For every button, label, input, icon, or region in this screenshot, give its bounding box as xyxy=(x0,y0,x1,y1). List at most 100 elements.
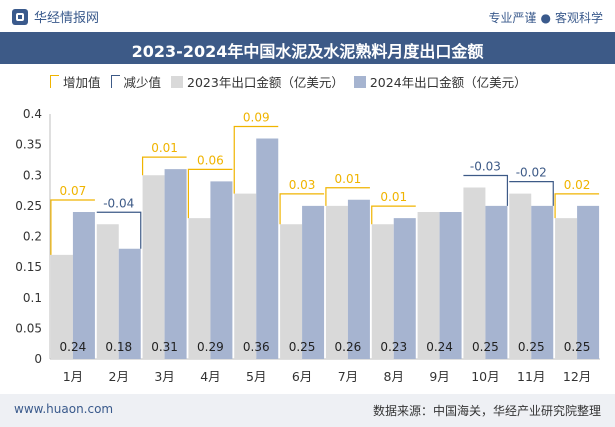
brand[interactable]: 华经情报网 xyxy=(12,7,99,26)
change-label: -0.03 xyxy=(470,160,501,174)
bar-2023 xyxy=(463,187,486,359)
brand-name: 华经情报网 xyxy=(34,11,100,26)
increase-bracket xyxy=(187,168,233,219)
bar-2023 xyxy=(417,212,440,359)
x-tick-label: 9月 xyxy=(429,369,449,384)
y-tick-label: 0 xyxy=(34,352,42,366)
series-2023-swatch-icon xyxy=(171,75,184,88)
change-label: -0.02 xyxy=(516,166,547,180)
data-label-2024: 0.26 xyxy=(335,340,362,354)
increase-bracket xyxy=(50,199,95,255)
bar-2023 xyxy=(50,254,73,359)
x-tick-label: 1月 xyxy=(63,369,83,384)
legend-label-increase: 增加值 xyxy=(63,75,101,90)
x-tick-label: 11月 xyxy=(517,369,545,384)
slogan: 专业严谨 ● 客观科学 xyxy=(488,9,603,26)
x-tick-label: 2月 xyxy=(109,369,129,384)
bar-2023 xyxy=(371,224,394,359)
legend-label-decrease: 减少值 xyxy=(123,75,162,90)
x-tick-label: 4月 xyxy=(200,369,220,384)
x-tick-label: 6月 xyxy=(292,369,312,384)
change-label: 0.02 xyxy=(564,178,591,192)
chart-title: 2023-2024年中国水泥及水泥熟料月度出口金额 xyxy=(131,42,484,61)
title-bar: 2023-2024年中国水泥及水泥熟料月度出口金额 xyxy=(0,32,615,64)
legend-item-increase: 增加值 xyxy=(50,72,101,91)
data-label-2024: 0.25 xyxy=(289,340,316,354)
slogan-dot-icon: ● xyxy=(540,11,551,25)
bar-2023 xyxy=(234,193,257,359)
data-label-2024: 0.23 xyxy=(380,340,407,354)
bar-2024 xyxy=(485,205,508,359)
bar-2024 xyxy=(393,218,416,359)
data-label-2024: 0.29 xyxy=(197,340,224,354)
top-bar: 华经情报网 专业严谨 ● 客观科学 xyxy=(0,0,615,32)
change-label: 0.01 xyxy=(335,172,362,186)
x-tick-label: 5月 xyxy=(246,369,266,384)
bar-2023 xyxy=(555,218,578,359)
x-tick-label: 3月 xyxy=(154,369,174,384)
x-tick-label: 12月 xyxy=(563,369,591,384)
legend-item-2024: 2024年出口金额（亿美元） xyxy=(353,72,527,91)
data-label-2024: 0.18 xyxy=(105,340,132,354)
increase-bracket xyxy=(554,193,600,219)
legend-item-2023: 2023年出口金额（亿美元） xyxy=(171,72,344,91)
y-tick-label: 0.1 xyxy=(23,291,42,305)
data-label-2024: 0.36 xyxy=(243,340,270,354)
x-tick-label: 7月 xyxy=(338,369,358,384)
bar-2023 xyxy=(142,175,165,359)
bar-2024 xyxy=(577,205,600,359)
y-tick-label: 0.35 xyxy=(15,138,42,152)
footer: www.huaon.com 数据来源：中国海关，华经产业研究院整理 xyxy=(0,394,615,427)
data-label-2024: 0.24 xyxy=(426,340,453,354)
slogan-right: 客观科学 xyxy=(554,11,603,25)
bar-chart: 0 0.05 0.1 0.15 0.2 0.25 0.3 0.35 0.4 0.24 0.07 1月 0… xyxy=(15,107,600,384)
footer-url-link[interactable]: www.huaon.com xyxy=(14,402,114,416)
bar-2024 xyxy=(302,205,325,359)
y-tick-label: 0.2 xyxy=(23,230,42,244)
data-label-2024: 0.25 xyxy=(472,340,499,354)
bar-2024 xyxy=(531,205,554,359)
increase-bracket xyxy=(371,205,416,225)
x-tick-label: 8月 xyxy=(384,369,404,384)
bar-2024 xyxy=(72,212,95,359)
decrease-bracket xyxy=(463,174,509,206)
y-tick-label: 0.25 xyxy=(15,199,42,213)
y-tick-label: 0.3 xyxy=(23,168,42,182)
change-label: 0.01 xyxy=(380,190,407,204)
legend-label-2024: 2024年出口金额（亿美元） xyxy=(369,75,527,90)
bar-2023 xyxy=(509,193,532,359)
bar-2023 xyxy=(325,205,348,359)
chart-legend: 增加值 减少值 2023年出口金额（亿美元） 2024年出口金额（亿美元） xyxy=(50,72,537,91)
data-source: 数据来源：中国海关，华经产业研究院整理 xyxy=(372,404,601,418)
increase-bracket xyxy=(233,125,279,194)
y-tick-label: 0.15 xyxy=(15,260,42,274)
data-label-2024: 0.25 xyxy=(564,340,591,354)
decrease-bracket xyxy=(96,211,142,249)
brand-logo-icon xyxy=(12,8,28,25)
change-label: 0.03 xyxy=(289,178,316,192)
decrease-swatch-icon xyxy=(110,75,120,88)
bar-2024 xyxy=(256,138,279,359)
data-label-2024: 0.24 xyxy=(60,340,87,354)
y-tick-label: 0.4 xyxy=(23,107,42,121)
increase-bracket xyxy=(141,156,187,176)
legend-label-2023: 2023年出口金额（亿美元） xyxy=(187,75,344,90)
bar-2024 xyxy=(347,199,370,359)
x-tick-label: 10月 xyxy=(471,369,499,384)
series-2024-swatch-icon xyxy=(353,75,366,88)
change-label: 0.07 xyxy=(60,184,87,198)
bar-2023 xyxy=(188,218,211,359)
bar-2024 xyxy=(439,212,462,359)
bar-2024 xyxy=(118,248,141,359)
slogan-left: 专业严谨 xyxy=(488,11,537,25)
change-label: 0.06 xyxy=(197,153,224,167)
y-tick-label: 0.05 xyxy=(15,321,42,335)
change-label: -0.04 xyxy=(103,196,134,210)
bar-2024 xyxy=(210,181,233,359)
bar-2023 xyxy=(96,224,119,359)
bar-2024 xyxy=(164,169,187,359)
increase-bracket xyxy=(279,193,325,225)
bar-2023 xyxy=(280,224,303,359)
increase-swatch-icon xyxy=(50,75,59,88)
data-label-2024: 0.31 xyxy=(151,340,178,354)
